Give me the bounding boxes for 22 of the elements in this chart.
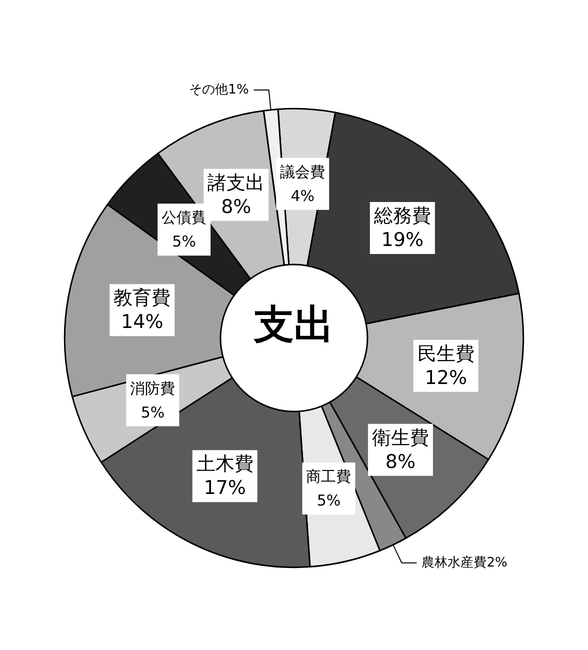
data-label: 14% [121, 311, 164, 334]
slice-label: 民生費 [417, 342, 474, 365]
data-label: 5% [140, 403, 165, 422]
slice-label: 議会費 [280, 162, 326, 181]
data-label: 19% [381, 229, 424, 252]
slice-label: 教育費 [114, 287, 171, 310]
slice-label: 消防費 [130, 379, 176, 398]
slice-label: 農林水産費2% [422, 554, 508, 570]
data-label: 5% [172, 232, 196, 251]
data-label: 12% [424, 366, 467, 389]
data-label: 5% [316, 491, 341, 510]
text: 支出 [253, 302, 334, 348]
data-label: 8% [385, 450, 416, 473]
slice-label: 諸支出 [208, 172, 265, 194]
slice-label: 商工費 [306, 467, 352, 486]
slice-label: 土木費 [196, 453, 254, 476]
slice-label: 総務費 [372, 205, 431, 228]
slice-label: 衛生費 [372, 426, 429, 449]
slice-label: その他1% [189, 82, 249, 98]
data-label: 17% [204, 477, 246, 500]
data-label: 8% [221, 196, 252, 218]
data-label: 4% [290, 186, 315, 205]
